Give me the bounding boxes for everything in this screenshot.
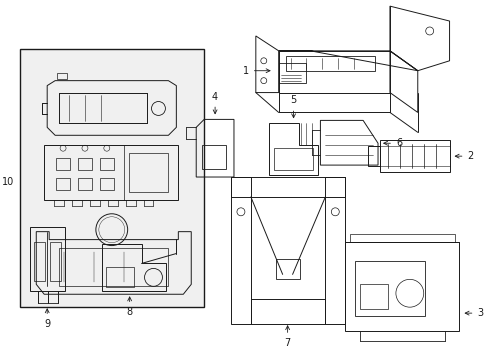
- Text: 4: 4: [212, 91, 218, 114]
- Bar: [56, 178, 70, 190]
- Bar: [20, 49, 204, 307]
- Bar: [56, 158, 70, 170]
- Bar: [275, 260, 299, 279]
- Bar: [78, 158, 92, 170]
- Text: 8: 8: [126, 297, 132, 317]
- Bar: [278, 63, 306, 83]
- Bar: [202, 145, 225, 169]
- Bar: [359, 284, 387, 309]
- Bar: [349, 234, 454, 242]
- Bar: [34, 242, 45, 281]
- Text: 5: 5: [290, 95, 296, 118]
- Text: 1: 1: [242, 66, 269, 76]
- Bar: [345, 242, 459, 331]
- Text: 9: 9: [44, 309, 50, 329]
- Bar: [100, 178, 114, 190]
- Bar: [354, 261, 424, 316]
- Bar: [50, 242, 61, 281]
- Bar: [105, 267, 133, 287]
- Bar: [285, 56, 374, 71]
- Text: 2: 2: [454, 151, 473, 161]
- Bar: [30, 227, 65, 291]
- Bar: [128, 153, 168, 192]
- Bar: [78, 178, 92, 190]
- Bar: [57, 73, 67, 79]
- Bar: [100, 158, 114, 170]
- Bar: [44, 145, 178, 200]
- Text: 3: 3: [464, 308, 483, 318]
- Text: 7: 7: [284, 326, 290, 348]
- Text: 10: 10: [2, 177, 14, 187]
- Bar: [59, 248, 168, 286]
- Bar: [273, 148, 313, 170]
- Text: 6: 6: [383, 138, 401, 148]
